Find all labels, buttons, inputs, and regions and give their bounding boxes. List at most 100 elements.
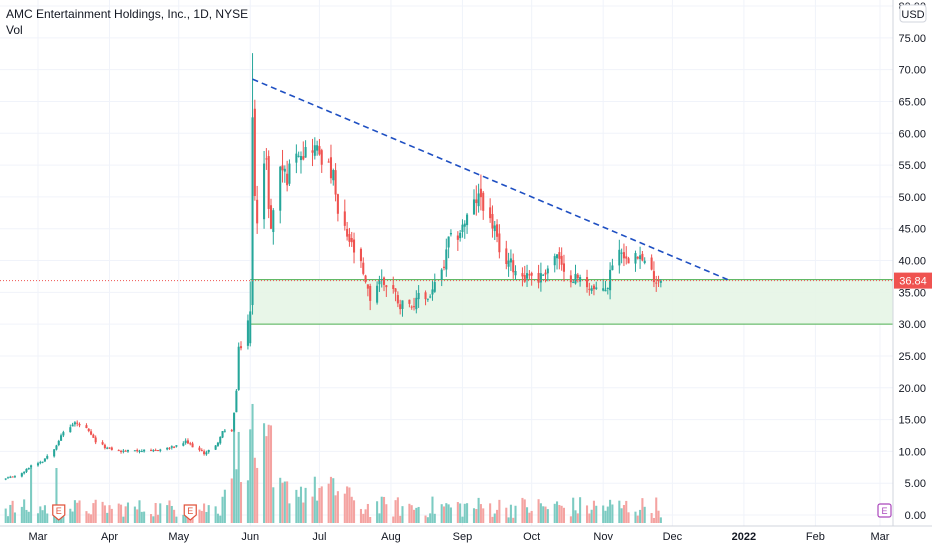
candle[interactable] — [6, 476, 10, 479]
candle[interactable] — [537, 264, 540, 289]
candle[interactable] — [353, 232, 356, 264]
candle[interactable] — [62, 430, 65, 438]
candle[interactable] — [297, 151, 300, 158]
candle[interactable] — [120, 449, 123, 454]
candle[interactable] — [184, 438, 187, 445]
candle[interactable] — [590, 285, 593, 294]
candle[interactable] — [512, 253, 515, 279]
candle[interactable] — [350, 231, 353, 247]
candle[interactable] — [431, 280, 434, 301]
candle[interactable] — [263, 151, 266, 229]
candle[interactable] — [496, 219, 499, 243]
candle[interactable] — [283, 165, 286, 183]
candle[interactable] — [415, 290, 418, 314]
candle[interactable] — [126, 449, 130, 453]
candle[interactable] — [175, 445, 178, 448]
candle[interactable] — [267, 150, 270, 219]
candle[interactable] — [362, 257, 365, 276]
candle[interactable] — [219, 436, 222, 445]
candle[interactable] — [189, 441, 192, 446]
candle[interactable] — [168, 447, 171, 450]
candle[interactable] — [445, 238, 448, 277]
candle[interactable] — [143, 449, 146, 453]
candle[interactable] — [507, 252, 510, 277]
candle[interactable] — [327, 158, 330, 163]
candle[interactable] — [521, 267, 524, 287]
candle[interactable] — [417, 285, 420, 308]
candle[interactable] — [279, 165, 282, 224]
candle[interactable] — [25, 468, 28, 473]
candle[interactable] — [318, 138, 321, 156]
candle[interactable] — [334, 163, 337, 202]
candle[interactable] — [574, 264, 577, 285]
candle[interactable] — [546, 265, 549, 282]
candle[interactable] — [477, 183, 480, 213]
candle[interactable] — [302, 141, 305, 161]
last-price-label[interactable]: 36.84 — [894, 272, 932, 289]
candle[interactable] — [505, 240, 508, 270]
candle[interactable] — [509, 249, 512, 271]
candle[interactable] — [569, 270, 572, 288]
candle[interactable] — [103, 443, 106, 450]
candle[interactable] — [588, 282, 591, 296]
candle[interactable] — [479, 174, 482, 211]
candle[interactable] — [442, 259, 446, 271]
candle[interactable] — [233, 412, 236, 433]
candle[interactable] — [203, 449, 206, 456]
candle[interactable] — [256, 185, 259, 234]
candle[interactable] — [650, 254, 653, 271]
candle[interactable] — [117, 449, 120, 452]
candle[interactable] — [424, 290, 427, 306]
candle[interactable] — [304, 140, 307, 158]
candle[interactable] — [611, 258, 614, 271]
candle[interactable] — [43, 458, 46, 463]
candle[interactable] — [272, 208, 275, 245]
candle[interactable] — [57, 439, 60, 447]
candle[interactable] — [544, 269, 547, 283]
candle[interactable] — [433, 273, 436, 293]
candle[interactable] — [382, 276, 386, 292]
candle[interactable] — [108, 447, 111, 449]
candle[interactable] — [369, 283, 372, 311]
candle[interactable] — [560, 247, 563, 271]
candle[interactable] — [498, 224, 501, 259]
candle[interactable] — [69, 424, 72, 433]
candle[interactable] — [101, 440, 104, 446]
candle[interactable] — [191, 441, 194, 448]
candle[interactable] — [221, 431, 224, 439]
candle[interactable] — [346, 221, 349, 241]
candlesticks[interactable] — [4, 53, 662, 481]
candle[interactable] — [216, 441, 219, 447]
candle[interactable] — [269, 198, 273, 230]
candle[interactable] — [133, 450, 136, 452]
candle[interactable] — [491, 205, 494, 238]
candle[interactable] — [30, 464, 33, 469]
candle[interactable] — [636, 256, 639, 260]
candle[interactable] — [173, 446, 176, 449]
candle[interactable] — [530, 271, 533, 286]
candle[interactable] — [41, 461, 44, 464]
candle[interactable] — [655, 275, 658, 292]
candle[interactable] — [313, 137, 316, 160]
candle[interactable] — [426, 298, 429, 302]
candle[interactable] — [394, 288, 397, 302]
candle[interactable] — [92, 433, 95, 438]
candle[interactable] — [556, 254, 559, 270]
candle[interactable] — [182, 441, 185, 447]
candle[interactable] — [239, 341, 243, 351]
candle[interactable] — [332, 168, 335, 186]
candle[interactable] — [53, 449, 56, 458]
candle[interactable] — [295, 144, 298, 174]
volume-indicator-label[interactable]: Vol — [6, 23, 23, 37]
candle[interactable] — [641, 250, 644, 262]
candle[interactable] — [366, 284, 369, 297]
candle[interactable] — [553, 253, 556, 273]
candle[interactable] — [237, 342, 240, 391]
candle[interactable] — [376, 281, 379, 305]
candle[interactable] — [493, 220, 496, 241]
candle[interactable] — [13, 475, 16, 479]
candle[interactable] — [528, 270, 531, 280]
candle[interactable] — [592, 283, 595, 296]
candle[interactable] — [343, 199, 346, 231]
